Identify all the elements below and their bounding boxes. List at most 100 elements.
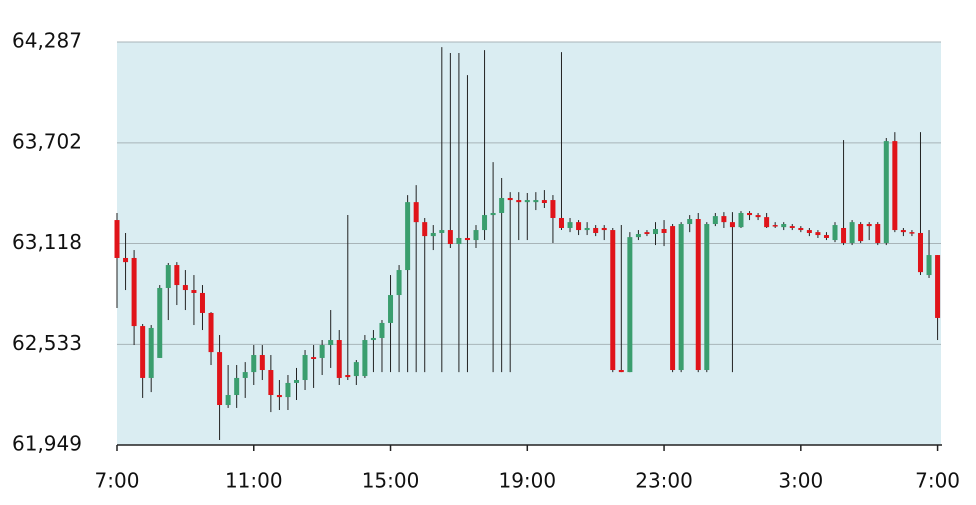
candle-body: [712, 216, 718, 225]
candle-body: [311, 357, 317, 359]
candle-body: [507, 197, 513, 201]
candle-body: [678, 224, 684, 371]
candle-body: [695, 219, 701, 371]
candle-body: [345, 375, 351, 378]
candle-body: [182, 285, 188, 291]
candle-body: [217, 352, 223, 406]
candle-body: [781, 224, 787, 228]
candle-body: [815, 232, 821, 236]
candle-body: [670, 226, 676, 371]
candle-body: [849, 222, 855, 243]
candle-body: [747, 212, 753, 216]
candle-body: [413, 202, 419, 223]
candle-body: [362, 340, 368, 377]
candle-body: [396, 270, 402, 296]
candle-body: [234, 377, 240, 396]
candle-body: [422, 222, 428, 237]
x-tick-label: 15:00: [362, 469, 420, 493]
candle-body: [567, 222, 573, 228]
candle-body: [319, 345, 325, 358]
candle-body: [268, 370, 274, 396]
candle-body: [379, 322, 385, 338]
candle-body: [900, 230, 906, 233]
candle-body: [926, 255, 932, 276]
candle-body: [353, 362, 359, 377]
candle-body: [285, 382, 291, 398]
x-tick-label: 3:00: [778, 469, 823, 493]
candle-body: [114, 220, 120, 258]
y-tick-label: 64,287: [12, 29, 82, 53]
candle-body: [764, 217, 770, 228]
candle-body: [388, 295, 394, 323]
candle-body: [618, 370, 624, 373]
x-tick-label: 23:00: [635, 469, 693, 493]
candle-body: [490, 212, 496, 216]
candle-body: [294, 380, 300, 383]
candle-body: [430, 232, 436, 237]
candle-body: [516, 200, 522, 203]
candle-body: [464, 237, 470, 241]
candle-body: [875, 224, 881, 243]
candle-body: [550, 200, 556, 218]
x-tick-label: 19:00: [498, 469, 556, 493]
candle-body: [823, 235, 829, 238]
y-tick-label: 62,533: [12, 331, 82, 355]
candle-body: [576, 222, 582, 231]
candle-body: [456, 237, 462, 245]
candle-body: [157, 287, 163, 358]
candle-body: [635, 234, 641, 238]
candle-body: [653, 229, 659, 235]
candle-body: [524, 200, 530, 203]
candle-body: [165, 265, 171, 288]
candle-body: [832, 225, 838, 241]
candle-body: [259, 355, 265, 371]
candle-body: [721, 216, 727, 223]
candle-body: [225, 395, 231, 406]
candle-body: [806, 230, 812, 233]
candle-body: [687, 219, 693, 225]
candle-body: [729, 222, 735, 228]
candle-body: [328, 340, 334, 346]
candle-body: [909, 232, 915, 234]
candle-body: [174, 265, 180, 286]
candle-body: [892, 141, 898, 231]
candle-body: [772, 225, 778, 227]
x-tick-label: 7:00: [915, 469, 960, 493]
candle-body: [798, 227, 804, 231]
candle-body: [584, 227, 590, 231]
candle-body: [482, 215, 488, 231]
candle-body: [601, 227, 607, 231]
candle-body: [302, 355, 308, 381]
candle-body: [191, 290, 197, 293]
y-tick-label: 63,118: [12, 230, 82, 254]
candle-body: [473, 230, 479, 241]
candle-body: [533, 200, 539, 203]
candle-body: [199, 292, 205, 313]
candle-body: [208, 312, 214, 353]
candle-body: [593, 227, 599, 233]
candle-body: [447, 230, 453, 245]
candle-body: [251, 355, 257, 373]
candle-body: [439, 230, 445, 233]
candle-body: [131, 257, 137, 327]
x-tick-label: 11:00: [225, 469, 283, 493]
candle-body: [541, 200, 547, 203]
candle-body: [405, 202, 411, 271]
candle-body: [148, 327, 154, 378]
candle-body: [755, 215, 761, 218]
candle-body: [336, 340, 342, 378]
candle-body: [558, 217, 564, 228]
candle-body: [276, 395, 282, 398]
candle-body: [610, 230, 616, 371]
candle-body: [738, 212, 744, 228]
candle-body: [789, 226, 795, 228]
candle-body: [123, 257, 129, 263]
candle-body: [644, 232, 650, 235]
candle-body: [370, 337, 376, 341]
candle-body: [242, 372, 248, 378]
candle-body: [661, 229, 667, 233]
candle-body: [140, 326, 146, 378]
y-tick-label: 61,949: [12, 432, 82, 456]
candle-body: [935, 255, 941, 318]
